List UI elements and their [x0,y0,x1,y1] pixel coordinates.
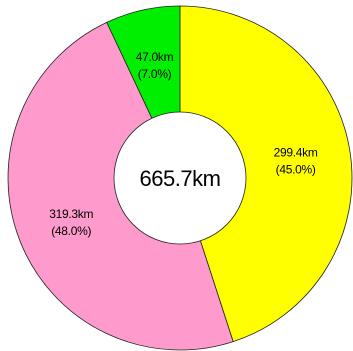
slice-percent-label-3: (7.0%) [138,67,172,81]
donut-hole [113,111,247,245]
slices-group [7,5,353,351]
labels-group: 299.4km (45.0%) 319.3km (48.0%) 47.0km (7.0%) [49,50,318,238]
slice-percent-label-1: (45.0%) [276,163,316,177]
slice-value-label-1: 299.4km [274,146,318,160]
slice-value-label-3: 47.0km [136,50,174,64]
pie-slice-1 [179,5,353,343]
center-total-label: 665.7km [140,166,221,191]
slice-percent-label-2: (48.0%) [51,224,91,238]
slice-value-label-2: 319.3km [49,207,93,221]
